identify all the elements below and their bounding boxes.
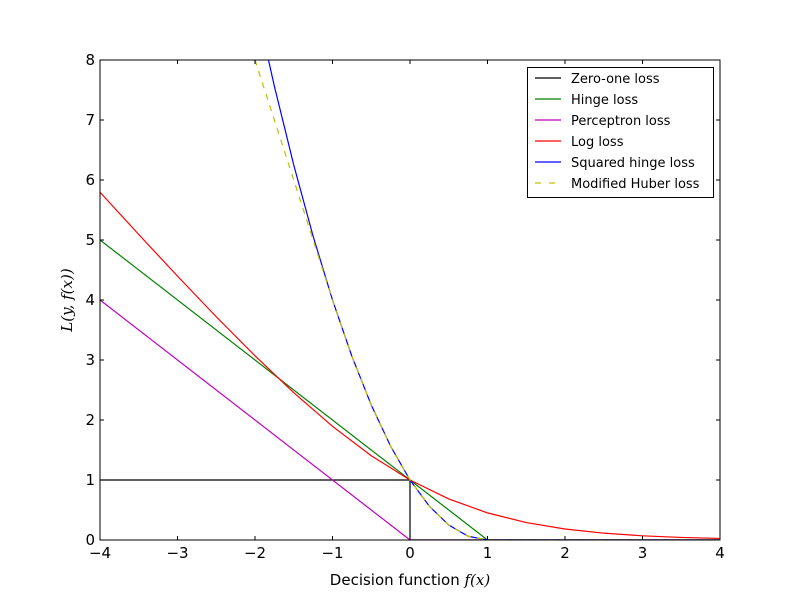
- x-axis-label: Decision function f(x): [330, 571, 491, 589]
- series-perceptron-loss: [100, 299, 720, 540]
- legend-label: Perceptron loss: [571, 114, 671, 129]
- series-hinge-loss: [100, 239, 720, 540]
- series-layer: [100, 60, 720, 540]
- x-tick-label: 3: [638, 544, 648, 562]
- y-tick-label: 3: [85, 351, 95, 369]
- y-tick-label: 1: [85, 471, 95, 489]
- x-tick-label: −2: [244, 544, 266, 562]
- y-axis-label: L(y, f(x)): [58, 268, 76, 333]
- legend-label: Squared hinge loss: [571, 156, 695, 171]
- legend-item-zero-one-loss: Zero-one loss: [535, 72, 660, 87]
- x-tick-label: −3: [166, 544, 188, 562]
- ticks-layer: −4 −3 −2 −1 0 1 2 3 4 0 1 2 3 4 5 6 7 8: [85, 51, 724, 562]
- y-tick-label: 0: [85, 531, 95, 549]
- x-tick-label: 0: [405, 544, 415, 562]
- legend-label: Hinge loss: [571, 93, 638, 108]
- legend-frame: [527, 67, 714, 198]
- legend-item-squared-hinge-loss: Squared hinge loss: [535, 156, 695, 171]
- y-tick-label: 8: [85, 51, 95, 69]
- x-tick-label: 4: [715, 544, 725, 562]
- legend-item-modified-huber-loss: Modified Huber loss: [535, 177, 700, 192]
- x-tick-label: 1: [483, 544, 493, 562]
- legend-item-perceptron-loss: Perceptron loss: [535, 114, 671, 129]
- legend-item-log-loss: Log loss: [535, 135, 624, 150]
- legend-label: Log loss: [571, 135, 624, 150]
- x-tick-label: −1: [321, 544, 343, 562]
- legend-label: Modified Huber loss: [571, 177, 700, 192]
- legend: Zero-one loss Hinge loss Perceptron loss Lo…: [527, 67, 714, 198]
- legend-item-hinge-loss: Hinge loss: [535, 93, 638, 108]
- y-tick-label: 5: [85, 231, 95, 249]
- y-tick-label: 2: [85, 411, 95, 429]
- series-zero-one-loss: [100, 479, 720, 540]
- x-tick-label: −4: [89, 544, 111, 562]
- x-tick-label: 2: [560, 544, 570, 562]
- y-tick-label: 6: [85, 171, 95, 189]
- y-tick-label: 7: [85, 111, 95, 129]
- series-modified-huber-loss: [254, 60, 720, 540]
- y-tick-label: 4: [85, 291, 95, 309]
- legend-label: Zero-one loss: [571, 72, 660, 87]
